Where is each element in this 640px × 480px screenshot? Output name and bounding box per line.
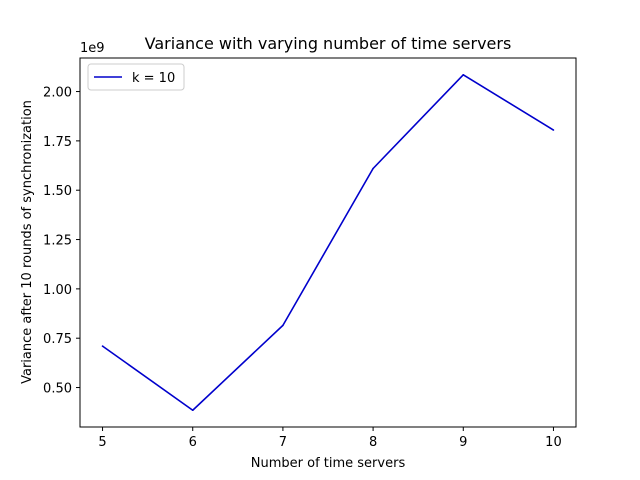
y-tick-label: 2.00	[43, 86, 72, 101]
axes-frame	[79, 57, 577, 428]
legend-box	[87, 63, 185, 91]
data-point	[372, 167, 374, 170]
y-tick-label: 0.75	[43, 332, 72, 347]
y-tick-label: 1.25	[43, 234, 72, 249]
x-tick-label: 7	[279, 435, 287, 450]
data-point	[191, 409, 194, 412]
x-tick-label: 5	[98, 435, 106, 450]
x-axis-label: Number of time servers	[251, 456, 406, 471]
x-tick-label: 10	[545, 435, 562, 450]
series-line	[102, 73, 554, 412]
data-point	[101, 345, 104, 347]
y-tick-label: 1.00	[43, 283, 72, 298]
x-tick-label: 8	[369, 435, 377, 450]
y-axis-label: Variance after 10 rounds of synchronizat…	[20, 100, 35, 384]
legend-label: k = 10	[132, 71, 175, 86]
y-tick-label: 1.50	[43, 184, 72, 199]
y-tick-label: 1.75	[43, 135, 72, 150]
y-axis-offset-label: 1e9	[80, 41, 105, 56]
plot-area: 5 6 7 8 9 10 0.50 0.75 1.00 1.25 1.50 1.75 2.00 k = 1…	[43, 57, 577, 450]
x-tick-label: 6	[189, 435, 197, 450]
data-point	[282, 324, 284, 327]
chart-title: Variance with varying number of time ser…	[145, 34, 512, 53]
x-tick-label: 9	[459, 435, 467, 450]
data-point	[552, 129, 555, 131]
data-point	[462, 73, 465, 76]
y-tick-label: 0.50	[43, 382, 72, 397]
